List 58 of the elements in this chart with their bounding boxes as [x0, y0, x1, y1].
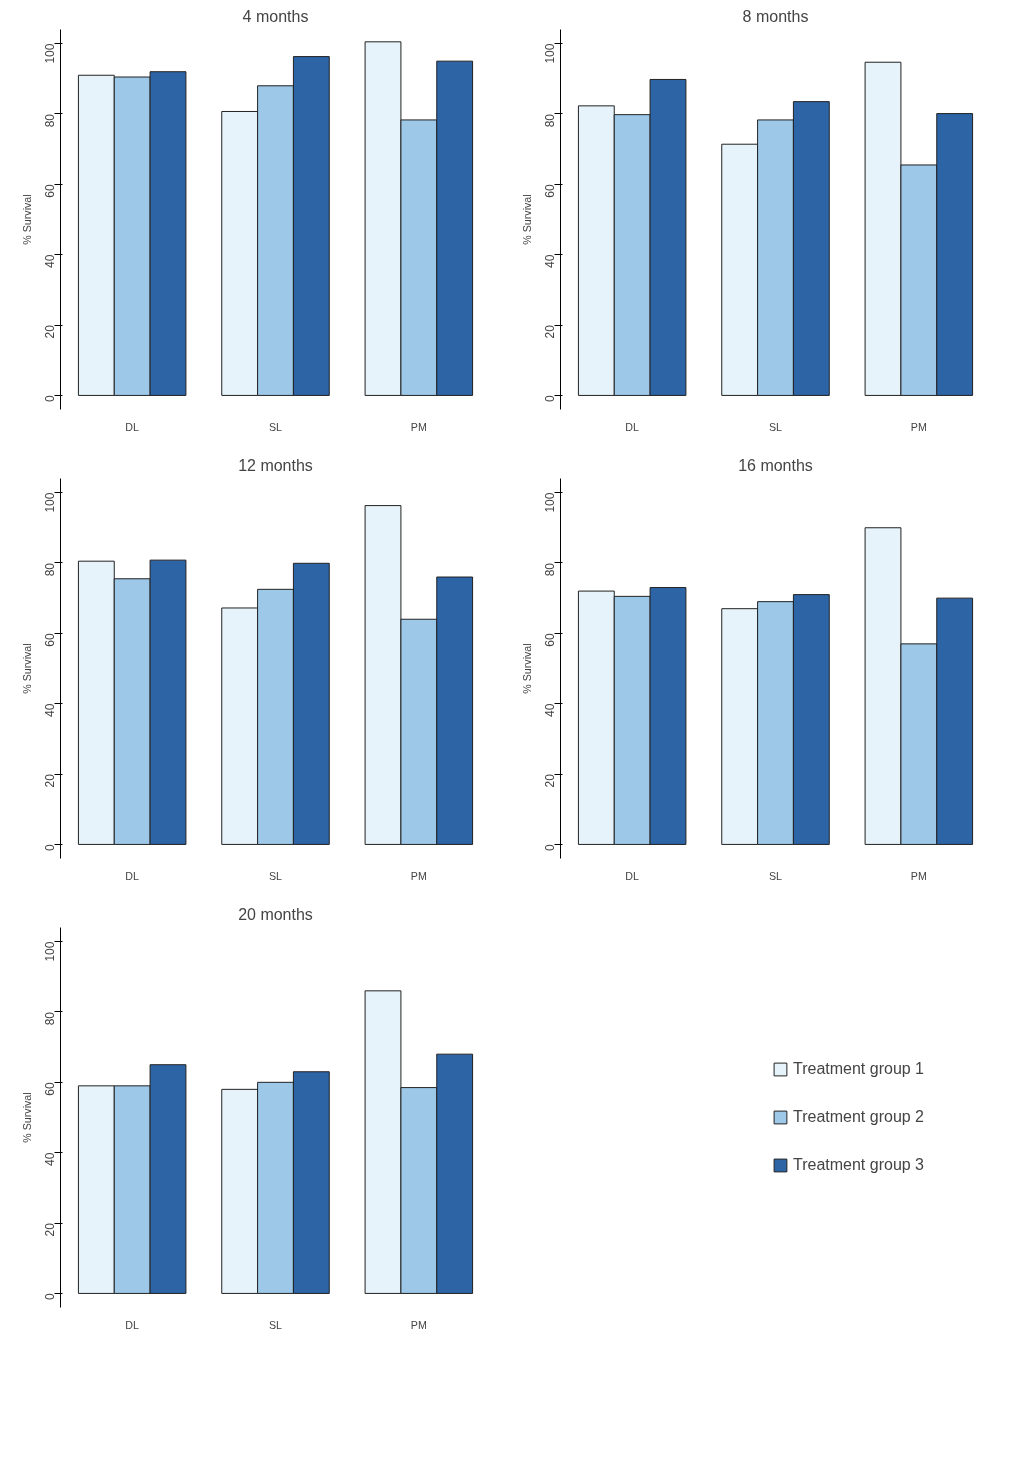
legend-label: Treatment group 1 — [792, 1060, 925, 1078]
y-tick-label: 40 — [43, 254, 57, 269]
y-tick-label: 20 — [43, 773, 57, 788]
x-tick-label: SL — [268, 869, 283, 882]
y-tick-label: 60 — [43, 1081, 57, 1096]
y-tick-label: 100 — [543, 492, 557, 513]
y-tick-label: 20 — [43, 324, 57, 339]
y-axis-title: % Survival — [520, 643, 533, 694]
y-tick-label: 80 — [43, 1011, 57, 1026]
x-tick-label: DL — [125, 869, 140, 882]
y-tick-label: 0 — [43, 844, 57, 852]
y-tick-label: 100 — [543, 43, 557, 64]
x-tick-label: DL — [625, 869, 640, 882]
y-tick-label: 80 — [43, 562, 57, 577]
chart-title: 4 months — [242, 7, 309, 25]
y-tick-label: 40 — [543, 703, 557, 718]
y-tick-label: 0 — [543, 395, 557, 403]
y-tick-label: 100 — [43, 43, 57, 64]
y-tick-label: 40 — [43, 703, 57, 718]
x-tick-label: SL — [268, 420, 283, 433]
y-tick-label: 60 — [543, 632, 557, 647]
x-tick-label: PM — [410, 1318, 427, 1331]
y-tick-label: 60 — [543, 183, 557, 198]
y-axis-title: % Survival — [20, 1092, 33, 1143]
x-tick-label: DL — [125, 420, 140, 433]
y-tick-label: 80 — [543, 113, 557, 128]
chart-title: 16 months — [738, 456, 813, 474]
y-tick-label: 80 — [543, 562, 557, 577]
legend-label: Treatment group 2 — [792, 1108, 925, 1126]
y-tick-label: 40 — [543, 254, 557, 269]
chart-title: 12 months — [238, 456, 313, 474]
y-tick-label: 40 — [43, 1152, 57, 1167]
legend-label: Treatment group 3 — [792, 1156, 925, 1174]
y-tick-label: 60 — [43, 183, 57, 198]
y-axis-title: % Survival — [520, 194, 533, 245]
y-tick-label: 0 — [43, 1293, 57, 1301]
x-tick-label: PM — [410, 420, 427, 433]
y-tick-label: 60 — [43, 632, 57, 647]
y-tick-label: 20 — [543, 324, 557, 339]
x-tick-label: PM — [910, 420, 927, 433]
y-axis-title: % Survival — [20, 643, 33, 694]
y-tick-label: 100 — [43, 492, 57, 513]
y-tick-label: 80 — [43, 113, 57, 128]
y-tick-label: 20 — [543, 773, 557, 788]
x-tick-label: SL — [268, 1318, 283, 1331]
y-tick-label: 0 — [543, 844, 557, 852]
y-axis-title: % Survival — [20, 194, 33, 245]
chart-title: 8 months — [742, 7, 809, 25]
x-tick-label: SL — [768, 420, 783, 433]
chart-title: 20 months — [238, 905, 313, 923]
x-tick-label: DL — [125, 1318, 140, 1331]
x-tick-label: PM — [410, 869, 427, 882]
y-tick-label: 100 — [43, 941, 57, 962]
y-tick-label: 20 — [43, 1222, 57, 1237]
y-tick-label: 0 — [43, 395, 57, 403]
x-tick-label: PM — [910, 869, 927, 882]
x-tick-label: DL — [625, 420, 640, 433]
x-tick-label: SL — [768, 869, 783, 882]
